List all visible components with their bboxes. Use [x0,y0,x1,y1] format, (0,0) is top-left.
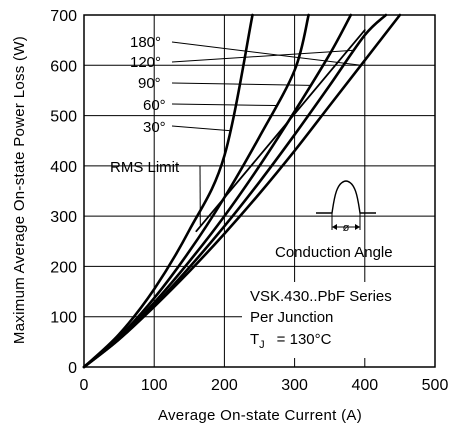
y-axis-title: Maximum Average On-state Power Loss (W) [11,36,28,344]
series-name-text: VSK.430..PbF Series [250,288,392,305]
info-box-background [242,282,438,358]
angle-label-180: 180° [130,34,161,51]
angle-leader-lines [171,41,361,226]
y-tick-label-600: 600 [50,58,77,75]
series-line-90deg [82,13,353,369]
y-tick-label-200: 200 [50,259,77,276]
x-tick-label-100: 100 [141,377,168,394]
angle-label-90: 90° [138,75,161,92]
series-line-60deg [82,13,310,369]
y-tick-label-500: 500 [50,109,77,126]
conduction-angle-label: Conduction Angle [275,244,393,261]
junction-temp-text: TJ = 130°C [250,331,332,351]
y-tick-label-300: 300 [50,209,77,226]
angle-label-60: 60° [143,97,166,114]
y-tick-label-700: 700 [50,8,77,25]
tick-labels: 0 100 200 300 400 500 0 100 200 300 400 500 600 700 [50,8,448,394]
y-tick-label-100: 100 [50,310,77,327]
y-tick-label-0: 0 [68,360,77,377]
leader-line-180deg [171,41,361,66]
x-tick-label-500: 500 [422,377,449,394]
x-tick-label-200: 200 [211,377,238,394]
plot-frame [83,14,436,368]
leader-line-120deg [171,49,355,63]
series-curves [82,13,402,369]
series-line-30deg [82,13,254,369]
y-tick-label-400: 400 [50,159,77,176]
leader-line-60deg [171,103,276,107]
series-line-120deg [82,13,388,369]
angle-label-30: 30° [143,119,166,136]
conduction-waveform-icon [316,180,376,214]
leader-line-90deg [171,82,311,86]
grid-layer [84,15,435,367]
x-tick-label-0: 0 [80,377,89,394]
leader-line-30deg [171,125,230,132]
x-tick-label-300: 300 [281,377,308,394]
rms-limit-label: RMS Limit [110,159,180,176]
angle-label-120: 120° [130,54,161,71]
conduction-angle-phi: ø [343,222,350,234]
x-axis-title: Average On-state Current (A) [158,407,362,424]
junction-text: Per Junction [250,309,333,326]
x-tick-label-400: 400 [351,377,378,394]
conduction-angle-inset: ø Conduction Angle [275,180,393,261]
